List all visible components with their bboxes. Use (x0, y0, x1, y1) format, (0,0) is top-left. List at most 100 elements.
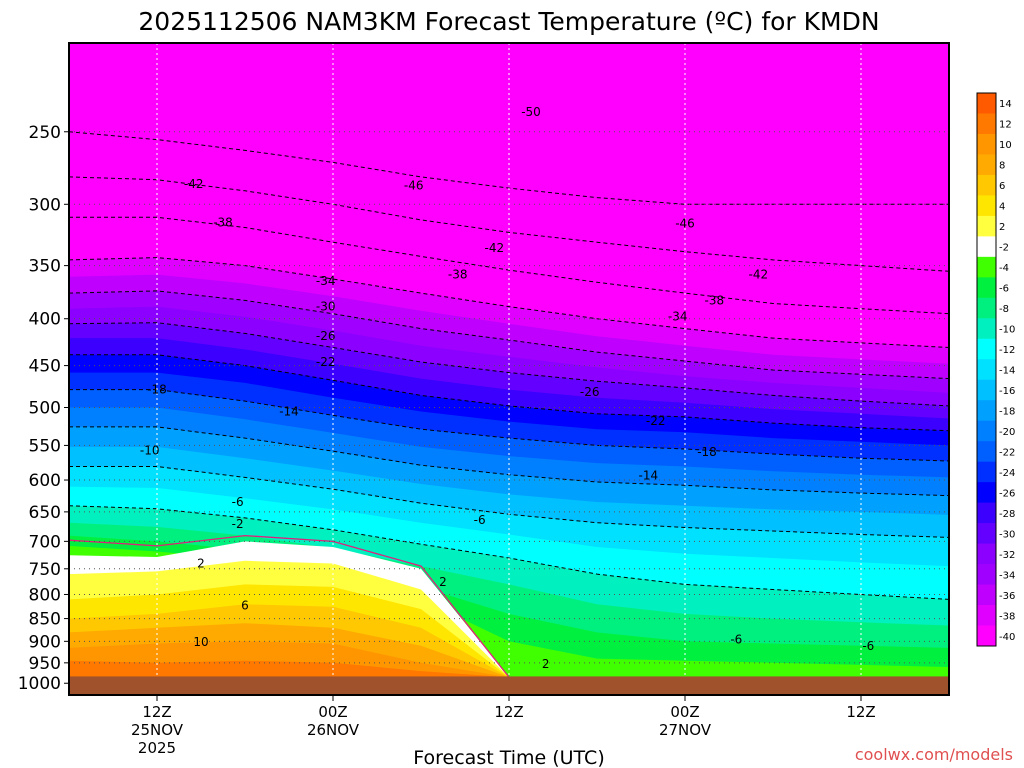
temperature-bands (69, 43, 949, 695)
colorbar-swatch (977, 441, 996, 463)
contour-label: -22 (646, 414, 666, 428)
contour-label: 10 (193, 635, 208, 649)
y-tick-label: 300 (29, 195, 61, 215)
colorbar-swatch (977, 605, 996, 627)
colorbar-swatch (977, 420, 996, 442)
contour-label: -14 (279, 404, 299, 418)
colorbar-swatch (977, 502, 996, 524)
colorbar-swatch (977, 318, 996, 340)
colorbar-swatch (977, 482, 996, 504)
colorbar-label: -36 (999, 591, 1015, 602)
x-tick-label: 25NOV (131, 721, 184, 739)
contour-label: -46 (675, 217, 695, 231)
y-tick-label: 900 (29, 632, 61, 652)
colorbar-label: -18 (999, 406, 1015, 417)
x-tick-label: 12Z (846, 703, 875, 721)
colorbar-swatch (977, 215, 996, 237)
y-tick-label: 400 (29, 310, 61, 330)
contour-label: -42 (485, 241, 505, 255)
contour-label: -38 (705, 293, 725, 307)
contour-label: -46 (404, 178, 424, 192)
y-tick-label: 350 (29, 257, 61, 277)
colorbar-label: 6 (999, 181, 1005, 192)
colorbar-label: 14 (999, 99, 1012, 110)
y-tick-label: 950 (29, 654, 61, 674)
contour-label: -42 (749, 268, 769, 282)
y-tick-label: 500 (29, 399, 61, 419)
contour-labels: -50-42 -46-38 -46-42-38 -42-34-38-30-34-26-… (140, 105, 874, 671)
colorbar-label: -4 (999, 263, 1009, 274)
colorbar-label: -40 (999, 632, 1015, 643)
contour-label: -10 (140, 443, 160, 457)
contour-label: -6 (730, 633, 742, 647)
colorbar-label: -30 (999, 529, 1015, 540)
colorbar-swatch (977, 564, 996, 586)
contour-label: -38 (448, 268, 468, 282)
contour-label: -6 (232, 495, 244, 509)
contour-label: -18 (697, 445, 717, 459)
colorbar-label: -2 (999, 243, 1009, 254)
y-tick-label: 600 (29, 471, 61, 491)
colorbar-swatch (977, 625, 996, 647)
colorbar-swatch (977, 584, 996, 606)
contour-label: -42 (184, 177, 204, 191)
contour-label: -6 (862, 639, 874, 653)
x-axis-label: Forecast Time (UTC) (413, 747, 604, 768)
contour-label: -6 (474, 513, 486, 527)
colorbar-swatch (977, 195, 996, 217)
x-tick-label: 27NOV (659, 721, 712, 739)
colorbar-swatch (977, 154, 996, 176)
colorbar-label: -6 (999, 284, 1009, 295)
colorbar-frame (976, 92, 997, 647)
colorbar-swatch (977, 461, 996, 483)
colorbar-swatch (977, 338, 996, 360)
x-tick-label: 26NOV (307, 721, 360, 739)
colorbar-label: 2 (999, 222, 1005, 233)
colorbar-label: -12 (999, 345, 1015, 356)
x-tick-label: 00Z (670, 703, 699, 721)
colorbar-label: -24 (999, 468, 1015, 479)
contour-label: -18 (147, 383, 167, 397)
colorbar-label: -32 (999, 550, 1015, 561)
contour-label: 2 (542, 657, 550, 671)
colorbar-swatch (977, 174, 996, 196)
x-tick-label: 12Z (142, 703, 171, 721)
colorbar-label: 8 (999, 161, 1005, 172)
y-tick-label: 850 (29, 610, 61, 630)
colorbar-label: -16 (999, 386, 1015, 397)
contour-label: -30 (316, 300, 336, 314)
colorbar-label: -8 (999, 304, 1009, 315)
contour-label: -34 (316, 274, 336, 288)
colorbar-swatch (977, 359, 996, 381)
contour-line (69, 354, 949, 432)
x-tick-label: 00Z (318, 703, 347, 721)
contour-label: -26 (316, 329, 336, 343)
colorbar-label: 10 (999, 140, 1012, 151)
y-axis: 2503003504004505005506006507007508008509… (18, 123, 69, 694)
colorbar-swatch (977, 236, 996, 258)
contour-label: -2 (232, 517, 244, 531)
y-tick-label: 650 (29, 503, 61, 523)
colorbar-swatch (977, 400, 996, 422)
colorbar-label: 12 (999, 120, 1012, 131)
colorbar-label: -26 (999, 488, 1015, 499)
colorbar-swatch (977, 297, 996, 319)
colorbar-swatch (977, 133, 996, 155)
y-tick-label: 700 (29, 532, 61, 552)
contour-line (69, 216, 949, 315)
contour-line (69, 322, 949, 407)
contour-label: -38 (213, 215, 233, 229)
contour-line (69, 257, 949, 348)
credit-text: coolwx.com/models (855, 745, 1013, 764)
x-tick-label: 12Z (494, 703, 523, 721)
plot-area: -50-42 -46-38 -46-42-38 -42-34-38-30-34-26-… (69, 43, 949, 695)
colorbar-label: -20 (999, 427, 1015, 438)
contour-label: 2 (197, 556, 205, 570)
chart-title: 2025112506 NAM3KM Forecast Temperature (… (138, 7, 879, 36)
colorbar: 14 12 10 8 6 4 2 -2 -4 -6 -8 -10 -12 -14 -16 -18 -20 -22 -… (976, 92, 1015, 647)
colorbar-swatch (977, 113, 996, 135)
y-tick-label: 1000 (18, 674, 61, 694)
colorbar-swatch (977, 543, 996, 565)
y-tick-label: 550 (29, 436, 61, 456)
